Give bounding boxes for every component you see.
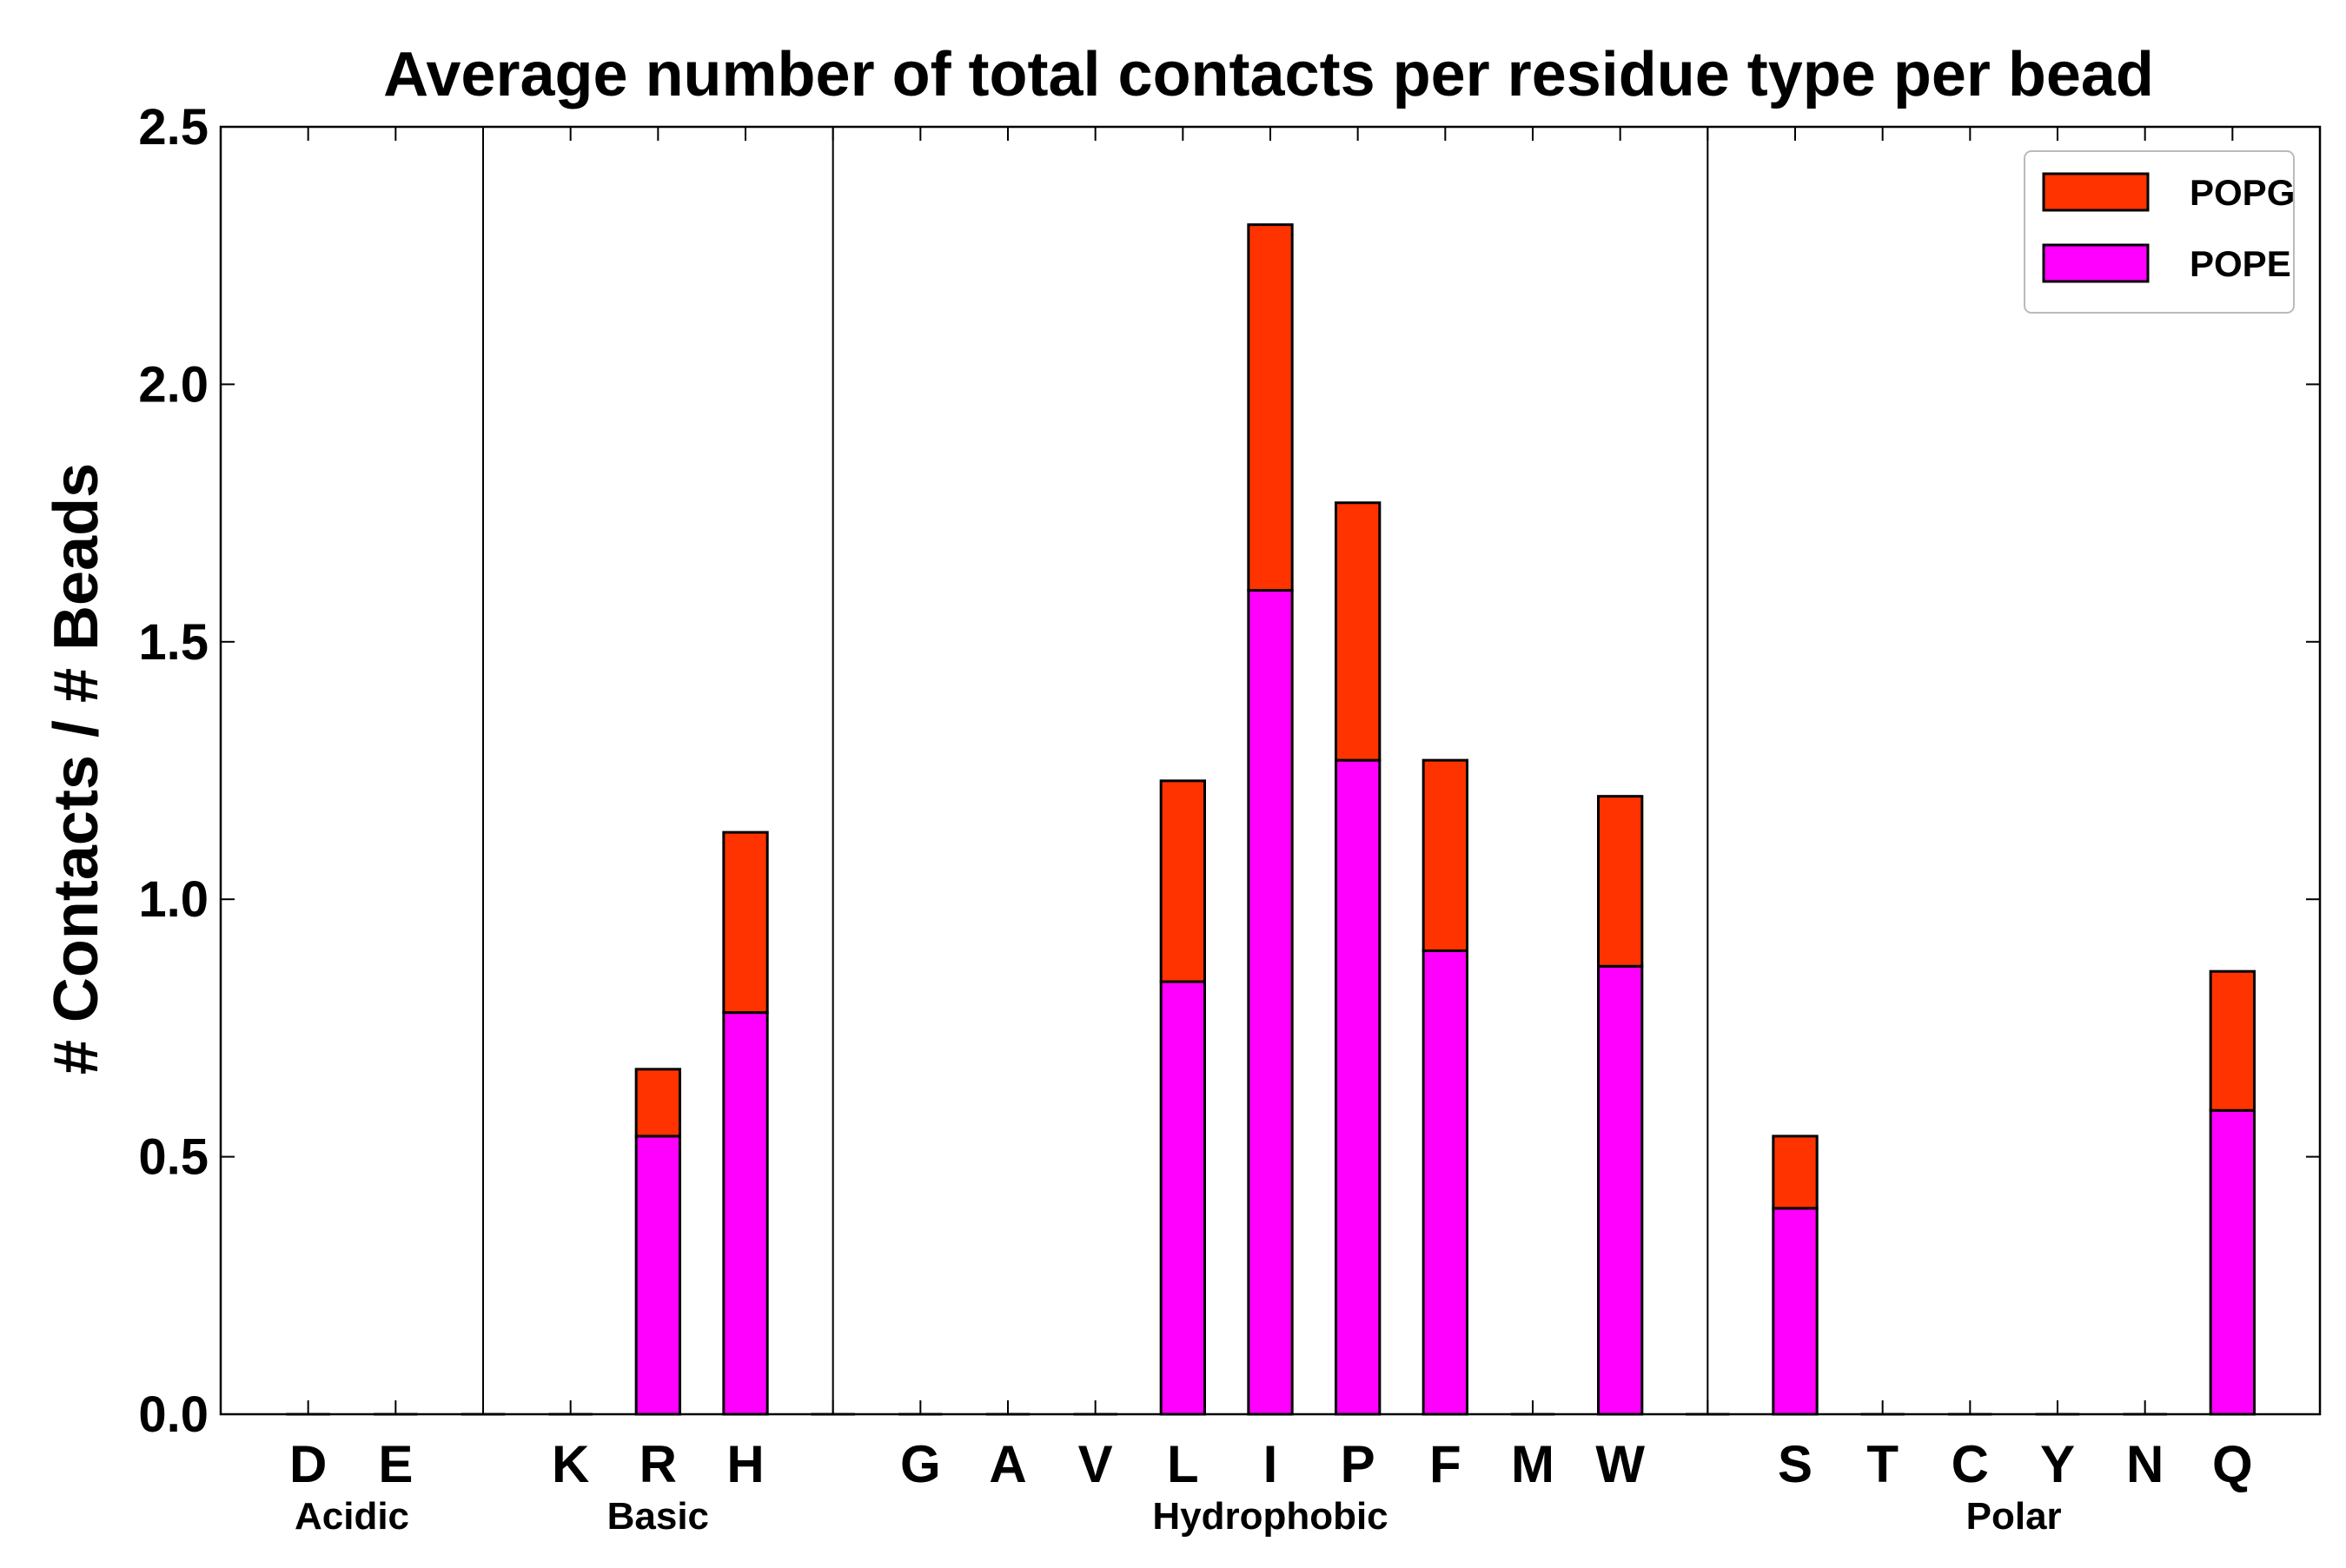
bar-popg-W <box>1597 795 1644 968</box>
bar-pope-Q <box>2209 1108 2257 1416</box>
x-tick-label: M <box>1511 1435 1554 1493</box>
bar-popg-F <box>1422 758 1468 952</box>
bar-popg-R <box>634 1068 682 1138</box>
legend-swatch-popg <box>2042 172 2150 212</box>
x-tick-label: E <box>378 1435 413 1493</box>
x-tick-label: I <box>1263 1435 1278 1493</box>
y-tick-label: 1.0 <box>138 871 209 928</box>
x-tick-label: K <box>552 1435 589 1493</box>
x-tick-label: C <box>1952 1435 1989 1493</box>
bar-popg-I <box>1247 223 1294 592</box>
x-tick-label: H <box>726 1435 764 1493</box>
x-tick-label: N <box>2126 1435 2164 1493</box>
y-axis-label: # Contacts / # Beads <box>42 463 111 1075</box>
x-tick-label: G <box>900 1435 941 1493</box>
bar-pope-P <box>1335 758 1382 1416</box>
bar-popg-L <box>1159 779 1206 983</box>
bar-pope-I <box>1247 589 1294 1416</box>
group-label: Hydrophobic <box>1152 1495 1388 1538</box>
legend-label-popg: POPG <box>2190 172 2295 213</box>
chart-title: Average number of total contacts per res… <box>383 40 2154 109</box>
bar-pope-S <box>1772 1207 1819 1416</box>
bar-pope-F <box>1422 949 1468 1416</box>
x-tick-label: Y <box>2040 1435 2075 1493</box>
y-tick-label: 1.5 <box>138 614 209 671</box>
plot-area: 0.0 0.5 1.0 1.5 2.0 2.5 D E K R H G A V L I P F M W S T C Y N Q Ac… <box>138 99 2322 1538</box>
legend-label-pope: POPE <box>2190 243 2291 284</box>
x-tick-label: W <box>1595 1435 1645 1493</box>
bar-pope-R <box>634 1135 682 1416</box>
legend-swatch-pope <box>2042 243 2150 283</box>
x-tick-label: D <box>289 1435 327 1493</box>
bar-popg-S <box>1772 1135 1819 1210</box>
bar-pope-H <box>722 1011 769 1416</box>
y-tick-label: 0.0 <box>138 1386 209 1443</box>
group-label: Acidic <box>295 1495 409 1538</box>
group-label: Polar <box>1966 1495 2062 1538</box>
x-tick-label: P <box>1341 1435 1375 1493</box>
bar-popg-H <box>722 830 769 1015</box>
group-label: Basic <box>607 1495 709 1538</box>
bar-pope-L <box>1159 980 1206 1416</box>
y-tick-label: 2.0 <box>138 356 209 413</box>
x-tick-label: S <box>1778 1435 1813 1493</box>
y-tick-label: 2.5 <box>138 99 209 155</box>
y-tick-label: 0.5 <box>138 1129 209 1186</box>
x-tick-label: L <box>1167 1435 1199 1493</box>
bar-popg-Q <box>2209 969 2257 1112</box>
x-tick-label: V <box>1078 1435 1113 1493</box>
x-tick-label: A <box>989 1435 1026 1493</box>
x-tick-label: Q <box>2212 1435 2253 1493</box>
bar-pope-W <box>1597 964 1644 1416</box>
x-tick-label: R <box>640 1435 677 1493</box>
bar-popg-P <box>1335 501 1382 762</box>
x-tick-label: F <box>1429 1435 1461 1493</box>
x-tick-label: T <box>1866 1435 1899 1493</box>
